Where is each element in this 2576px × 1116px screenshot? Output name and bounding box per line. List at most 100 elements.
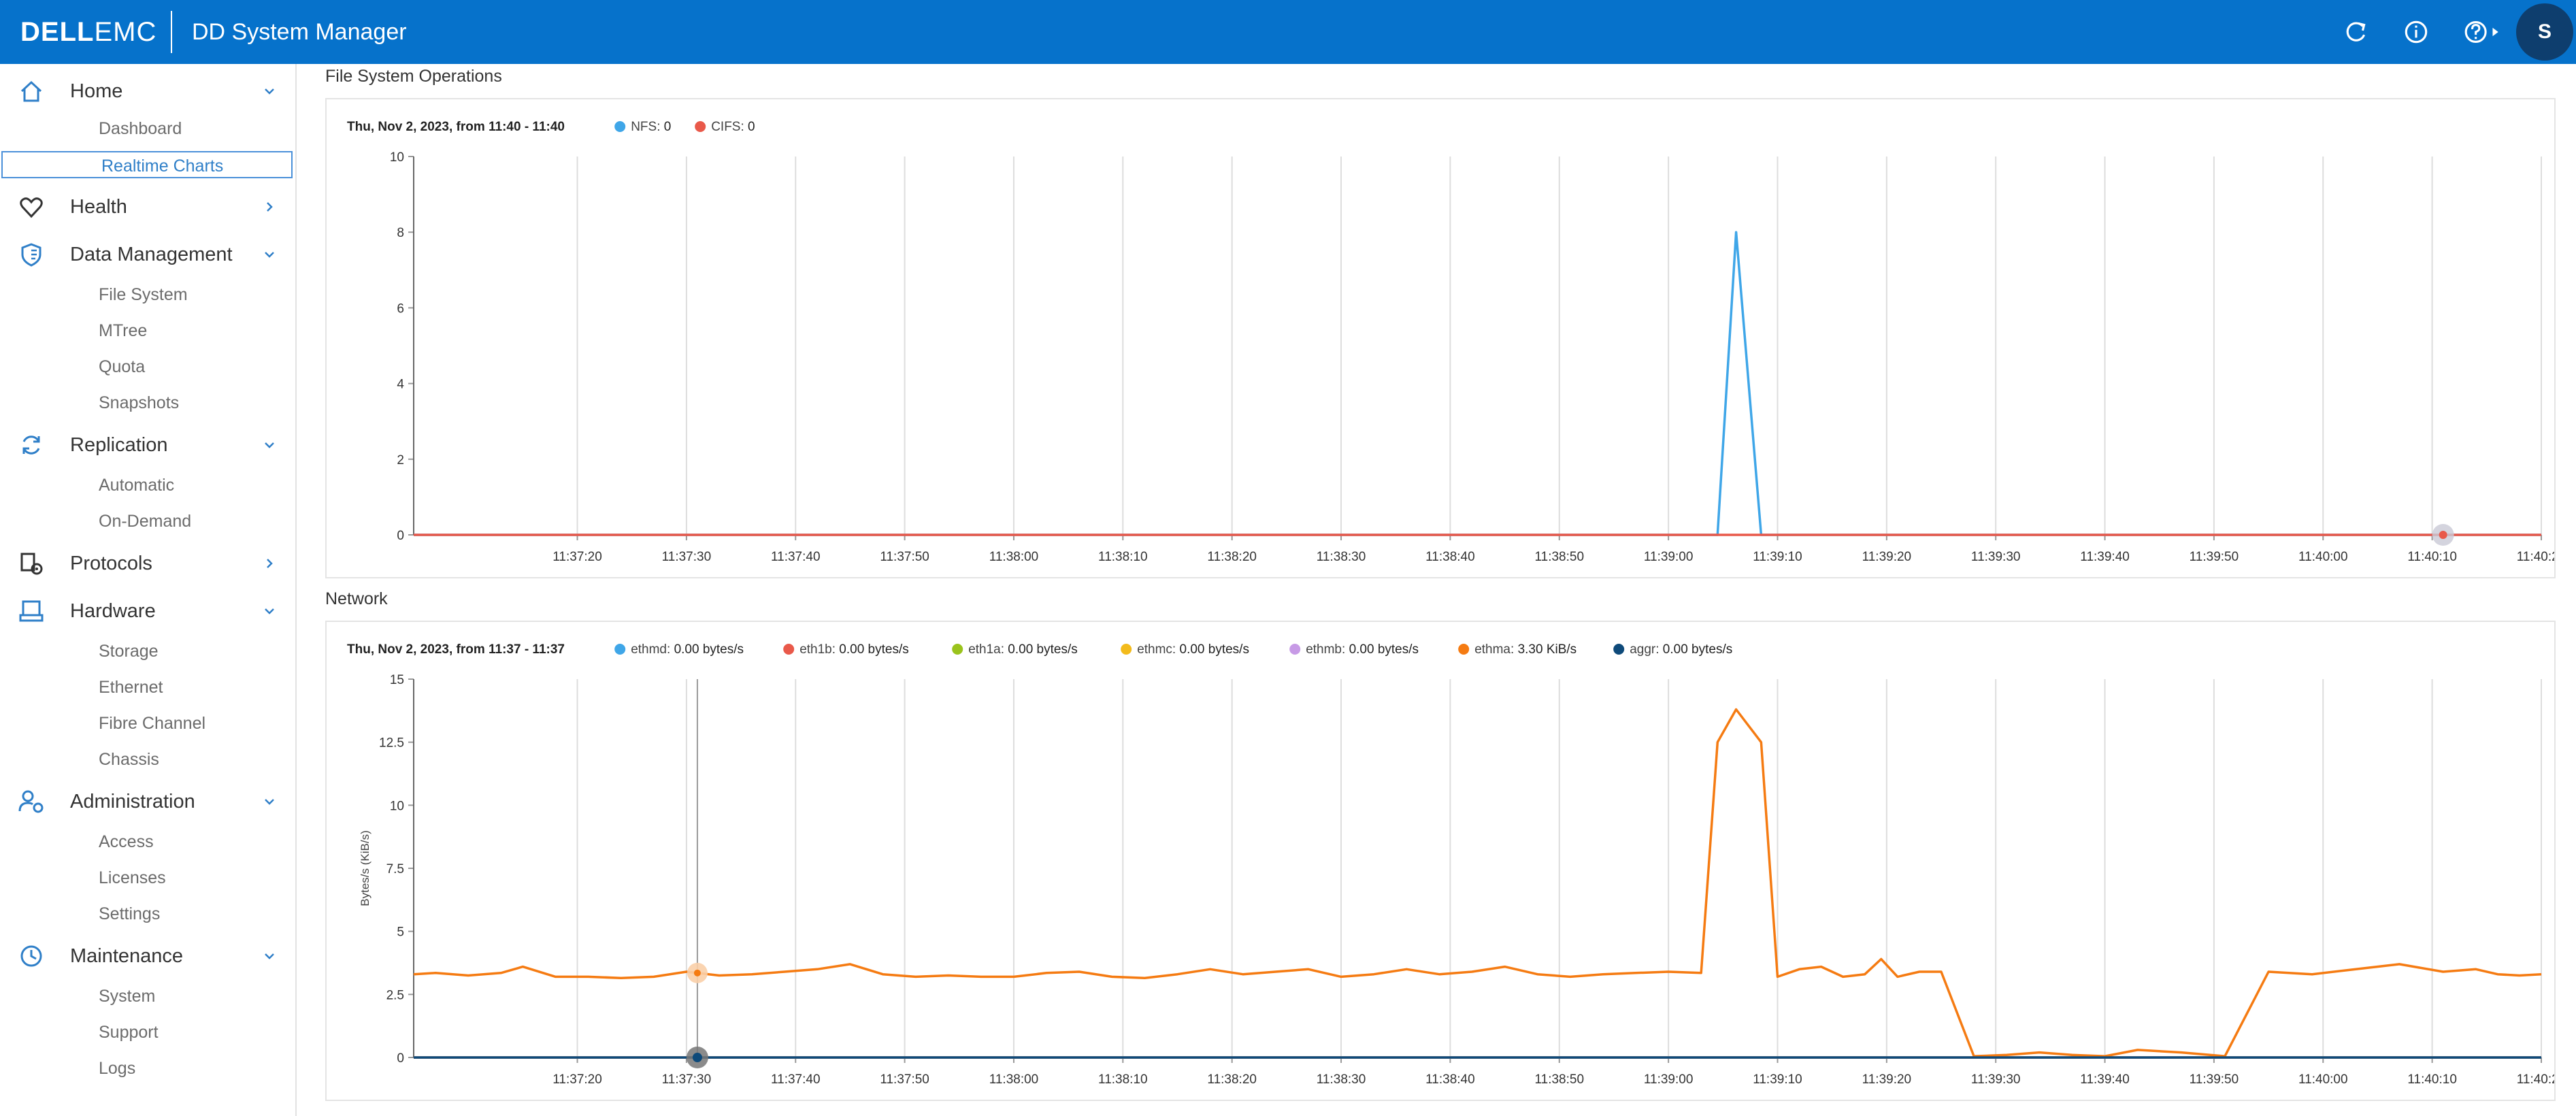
- chevron-down-icon[interactable]: [260, 82, 279, 101]
- sidebar-section-label: Replication: [70, 434, 168, 456]
- sidebar-item-realtime-charts[interactable]: Realtime Charts: [1, 151, 293, 178]
- x-tick-label: 11:37:20: [552, 550, 602, 564]
- x-tick-label: 11:39:10: [1753, 550, 1802, 564]
- sidebar-item-fibre-channel[interactable]: Fibre Channel: [99, 714, 206, 733]
- header-divider: [171, 11, 172, 53]
- x-tick-label: 11:38:30: [1317, 1072, 1366, 1087]
- app-title: DD System Manager: [192, 19, 407, 45]
- sidebar-item-file-system[interactable]: File System: [99, 285, 188, 304]
- y-tick-label: 8: [397, 226, 404, 240]
- sidebar-section-maintenance[interactable]: Maintenance: [0, 934, 295, 978]
- sidebar: Home Dashboard Realtime Charts Health Da…: [0, 64, 297, 1116]
- sidebar-section-label: Maintenance: [70, 945, 184, 967]
- chevron-down-icon[interactable]: [260, 947, 279, 966]
- x-tick-label: 11:37:40: [771, 1072, 821, 1087]
- admin-icon: [18, 790, 44, 813]
- legend-entry-nfs: NFS: 0: [631, 120, 671, 134]
- x-tick-label: 11:38:10: [1098, 1072, 1148, 1087]
- home-icon: [20, 80, 42, 102]
- sync-icon: [22, 436, 40, 455]
- y-tick-label: 12.5: [379, 736, 404, 751]
- sidebar-item-settings[interactable]: Settings: [99, 904, 161, 923]
- sidebar-item-storage[interactable]: Storage: [99, 642, 159, 661]
- chevron-down-icon[interactable]: [260, 436, 279, 455]
- sidebar-section-hardware[interactable]: Hardware: [0, 589, 295, 633]
- chart-subtitle: Thu, Nov 2, 2023, from 11:37 - 11:37: [347, 642, 565, 657]
- sidebar-section-home[interactable]: Home: [0, 69, 295, 113]
- chevron-right-icon[interactable]: [260, 554, 279, 573]
- x-tick-label: 11:40:20: [2517, 1072, 2554, 1087]
- x-tick-label: 11:40:00: [2298, 1072, 2348, 1087]
- sidebar-item-automatic[interactable]: Automatic: [99, 476, 175, 495]
- sidebar-section-label: Health: [70, 196, 127, 218]
- legend-dot-aggr: [1613, 644, 1625, 655]
- info-icon[interactable]: [2402, 18, 2430, 46]
- y-tick-label: 2.5: [386, 988, 404, 1002]
- legend-entry-ethmd: ethmd: 0.00 bytes/s: [631, 642, 744, 657]
- sidebar-item-access[interactable]: Access: [99, 832, 154, 851]
- sidebar-item-quota[interactable]: Quota: [99, 357, 146, 376]
- x-tick-label: 11:38:50: [1534, 550, 1584, 564]
- clock-icon: [20, 945, 42, 967]
- y-tick-label: 10: [390, 150, 404, 165]
- x-tick-label: 11:39:30: [1971, 550, 2021, 564]
- legend-dot-nfs: [614, 121, 626, 132]
- sidebar-section-replication[interactable]: Replication: [0, 423, 295, 467]
- sidebar-item-support[interactable]: Support: [99, 1023, 159, 1042]
- hover-marker-point-ethma: [693, 969, 701, 977]
- sidebar-item-snapshots[interactable]: Snapshots: [99, 393, 180, 412]
- chevron-down-icon[interactable]: [260, 602, 279, 621]
- x-tick-label: 11:37:50: [880, 550, 929, 564]
- chevron-down-icon[interactable]: [260, 245, 279, 264]
- fs-operations-chart[interactable]: Thu, Nov 2, 2023, from 11:40 - 11:40 NFS:…: [327, 99, 2554, 577]
- legend-entry-ethma: ethma: 3.30 KiB/s: [1474, 642, 1576, 657]
- x-tick-label: 11:40:10: [2407, 550, 2457, 564]
- fs-operations-panel: Thu, Nov 2, 2023, from 11:40 - 11:40 NFS:…: [325, 98, 2556, 578]
- sidebar-section-administration[interactable]: Administration: [0, 780, 295, 823]
- chart-subtitle: Thu, Nov 2, 2023, from 11:40 - 11:40: [347, 120, 565, 134]
- sidebar-item-dashboard[interactable]: Dashboard: [99, 119, 182, 138]
- sidebar-item-logs[interactable]: Logs: [99, 1059, 136, 1078]
- sidebar-section-label: Protocols: [70, 553, 152, 574]
- network-chart[interactable]: Thu, Nov 2, 2023, from 11:37 - 11:37 ethm…: [327, 622, 2554, 1100]
- y-tick-label: 6: [397, 301, 404, 316]
- sidebar-item-ethernet[interactable]: Ethernet: [99, 678, 163, 697]
- series-line-nfs: [414, 231, 2541, 536]
- hardware-icon: [19, 600, 44, 622]
- top-header: DELLEMC DD System Manager S: [0, 0, 2576, 64]
- legend-dot-eth1b: [783, 644, 795, 655]
- x-tick-label: 11:39:30: [1971, 1072, 2021, 1087]
- x-tick-label: 11:37:50: [880, 1072, 929, 1087]
- legend-entry-eth1b: eth1b: 0.00 bytes/s: [799, 642, 909, 657]
- dell-emc-logo: DELLEMC: [20, 17, 157, 47]
- x-tick-label: 11:40:10: [2407, 1072, 2457, 1087]
- x-tick-label: 11:38:00: [989, 1072, 1039, 1087]
- help-icon[interactable]: [2462, 18, 2504, 46]
- x-tick-label: 11:39:20: [1862, 550, 1912, 564]
- x-tick-label: 11:37:40: [771, 550, 821, 564]
- x-tick-label: 11:38:30: [1317, 550, 1366, 564]
- chevron-right-icon[interactable]: [260, 197, 279, 216]
- sidebar-section-health[interactable]: Health: [0, 185, 295, 229]
- sidebar-section-data-management[interactable]: Data Management: [0, 233, 295, 276]
- sidebar-item-chassis[interactable]: Chassis: [99, 750, 159, 769]
- user-avatar[interactable]: S: [2516, 3, 2573, 61]
- y-tick-label: 15: [390, 673, 404, 687]
- y-tick-label: 5: [397, 925, 404, 940]
- sidebar-section-protocols[interactable]: Protocols: [0, 542, 295, 585]
- chevron-down-icon[interactable]: [260, 792, 279, 811]
- sidebar-item-system[interactable]: System: [99, 987, 156, 1006]
- sidebar-item-on-demand[interactable]: On-Demand: [99, 512, 192, 531]
- y-tick-label: 10: [390, 799, 404, 813]
- legend-entry-cifs: CIFS: 0: [711, 120, 755, 134]
- shield-icon: [21, 243, 42, 267]
- x-tick-label: 11:40:00: [2298, 550, 2348, 564]
- x-tick-label: 11:37:20: [552, 1072, 602, 1087]
- x-tick-label: 11:39:10: [1753, 1072, 1802, 1087]
- legend-dot-ethma: [1458, 644, 1470, 655]
- refresh-icon[interactable]: [2341, 18, 2370, 46]
- y-tick-label: 0: [397, 1051, 404, 1066]
- sidebar-item-licenses[interactable]: Licenses: [99, 868, 166, 887]
- legend-entry-eth1a: eth1a: 0.00 bytes/s: [968, 642, 1078, 657]
- sidebar-item-mtree[interactable]: MTree: [99, 321, 148, 340]
